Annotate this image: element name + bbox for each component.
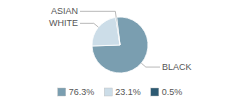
slice-label: ASIAN (51, 6, 78, 16)
legend-item: 23.1% (104, 87, 141, 97)
slice-label: WHITE (49, 18, 78, 28)
legend: 76.3% 23.1% 0.5% (58, 87, 183, 97)
legend-label: 0.5% (162, 87, 183, 97)
pie (92, 17, 148, 73)
leader-line (80, 23, 98, 27)
legend-swatch (151, 88, 159, 96)
leader-line (80, 11, 116, 17)
legend-swatch (104, 88, 112, 96)
pie-slice (92, 17, 148, 73)
legend-label: 76.3% (69, 87, 95, 97)
leader-line (141, 63, 160, 67)
legend-label: 23.1% (115, 87, 141, 97)
chart: BLACK WHITE ASIAN 76.3% 23.1% 0.5% (0, 0, 240, 100)
slice-label: BLACK (162, 62, 192, 72)
pie-slice (116, 17, 120, 45)
legend-item: 76.3% (58, 87, 95, 97)
slice-labels: BLACK WHITE ASIAN (49, 6, 192, 72)
legend-swatch (58, 88, 66, 96)
legend-item: 0.5% (151, 87, 183, 97)
pie-slice (92, 17, 120, 46)
